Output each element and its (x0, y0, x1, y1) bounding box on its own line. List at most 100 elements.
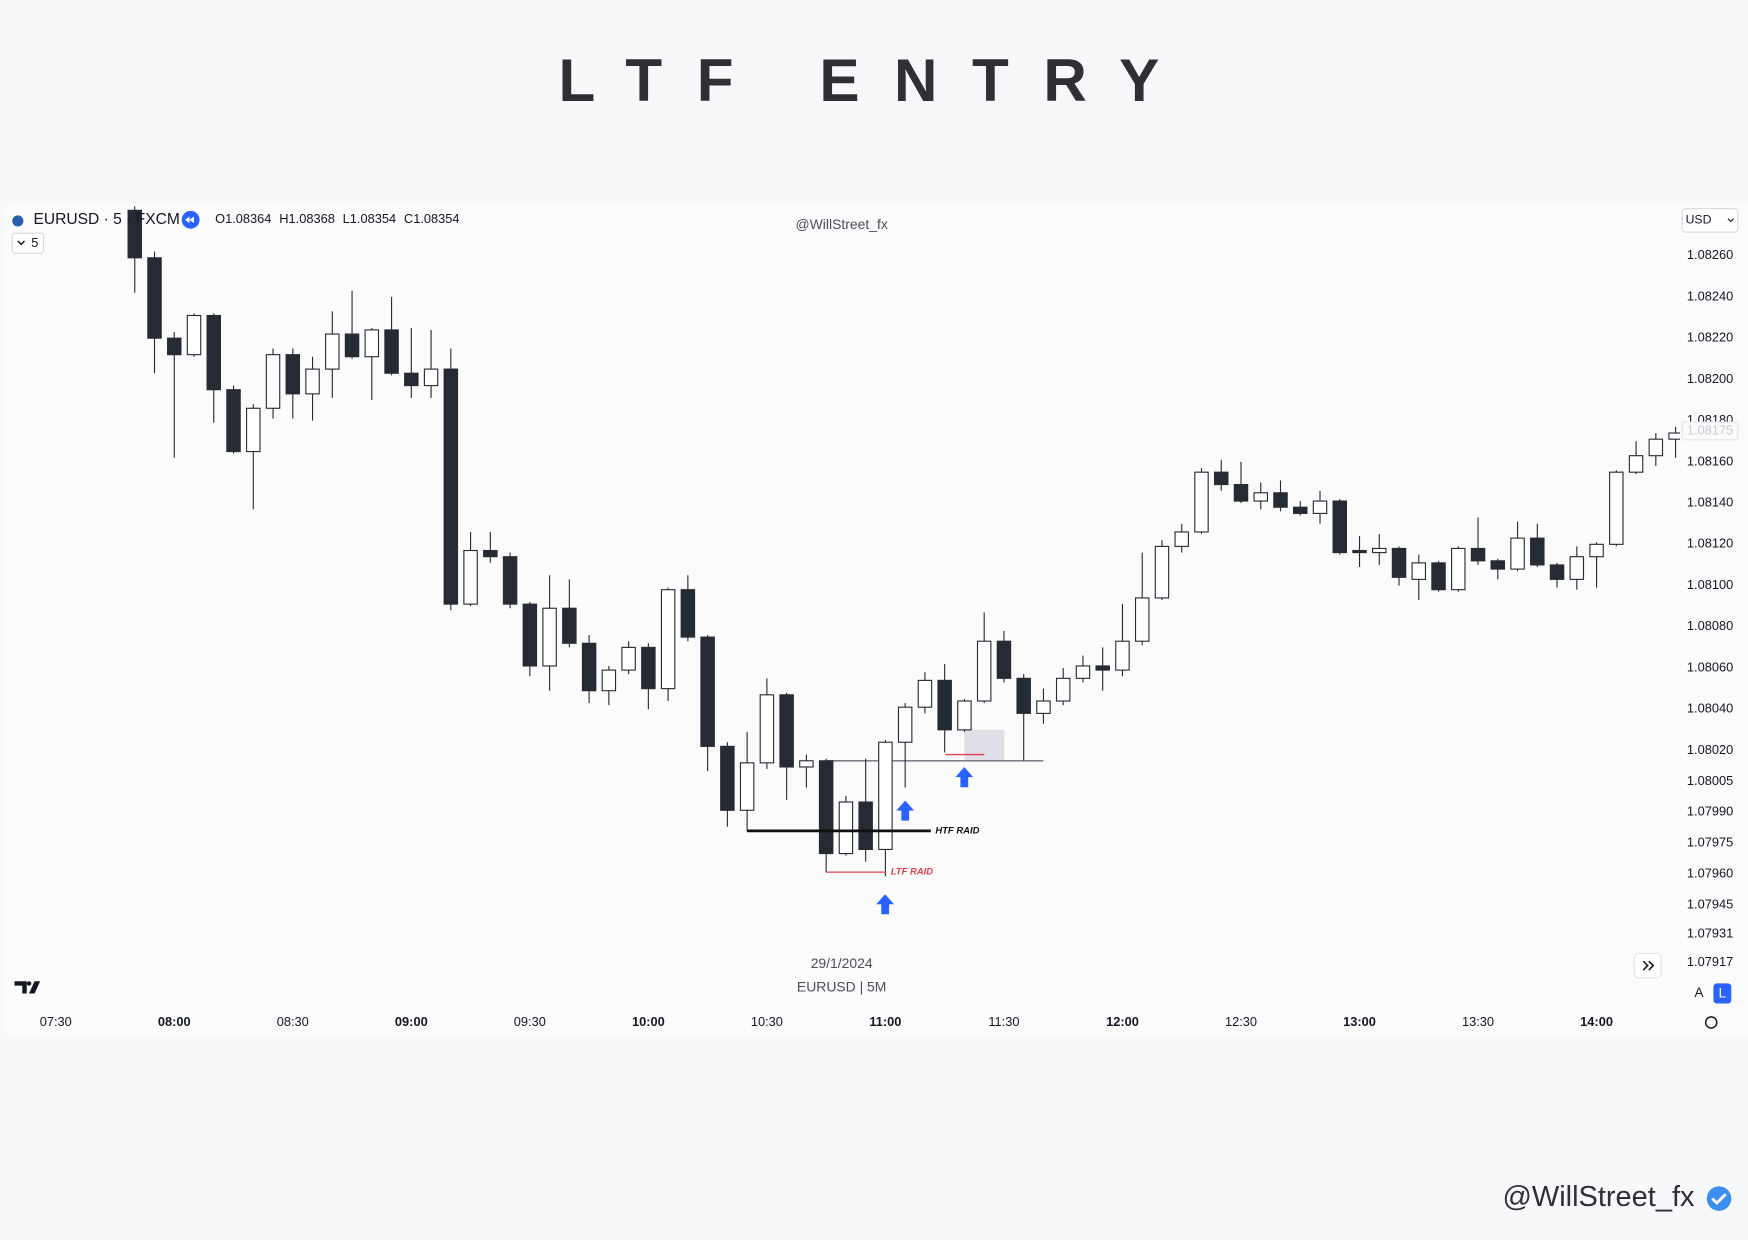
zone (964, 729, 1005, 761)
entry-arrow (876, 894, 895, 915)
candle-body (680, 589, 696, 638)
pair-label: EURUSD | 5M (797, 979, 886, 995)
date-label: 29/1/2024 (811, 955, 873, 971)
y-tick-label: 1.08160 (1687, 453, 1733, 468)
candle-body (1233, 483, 1249, 502)
candle-body (305, 368, 320, 395)
x-tick-label: 12:30 (1225, 1014, 1257, 1029)
candle-body (147, 257, 162, 339)
tradingview-logo (14, 981, 41, 994)
candle-body (1055, 677, 1071, 702)
ohlc-value: 1.08354 (350, 211, 396, 226)
candle-body (463, 549, 478, 605)
x-tick-label: 13:00 (1343, 1014, 1376, 1029)
candle-body (562, 607, 577, 644)
candle-body (779, 694, 794, 768)
candle-body (1668, 432, 1680, 440)
entry-arrow (955, 767, 974, 788)
candle-body (759, 694, 775, 764)
raid-label: LTF RAID (891, 867, 934, 878)
candle-body (1530, 537, 1545, 566)
candle-body (1549, 564, 1565, 580)
candle-body (937, 679, 952, 731)
scale-button[interactable]: A (1694, 985, 1703, 1000)
y-tick-label: 1.08100 (1687, 577, 1733, 592)
raid-label: HTF RAID (935, 825, 979, 836)
candle-body (384, 329, 399, 374)
candle-body (1095, 665, 1110, 671)
ohlc-key: O (215, 211, 225, 226)
chart-panel (5, 204, 1748, 1035)
candle-body (818, 760, 834, 855)
price-label-box (1681, 421, 1739, 441)
candle-body (206, 314, 222, 391)
candle-body (285, 354, 301, 395)
candle-body (1174, 531, 1189, 547)
candle-body (1273, 492, 1288, 508)
currency-button[interactable] (1681, 208, 1739, 233)
ohlc-value: 1.08354 (413, 211, 459, 226)
x-tick-label: 09:30 (514, 1014, 546, 1029)
candle-body (1391, 547, 1407, 578)
interval-button[interactable] (11, 232, 45, 254)
y-tick-label: 1.08020 (1687, 742, 1733, 757)
candle-body (364, 329, 380, 358)
x-tick-label: 13:30 (1462, 1014, 1494, 1029)
candle-body (1451, 547, 1466, 591)
chevron (1727, 218, 1734, 223)
y-tick-label: 1.08140 (1687, 494, 1733, 509)
candle-body (917, 679, 933, 708)
candle-body (404, 372, 419, 387)
candle-body (522, 603, 538, 667)
scroll-glyph (1642, 960, 1655, 971)
candle-body (1352, 549, 1367, 554)
y-tick-label: 1.07990 (1687, 804, 1733, 819)
symbol-icon (12, 215, 24, 227)
candle-body (1411, 562, 1427, 580)
candle-body (838, 801, 854, 855)
y-tick-label: 1.08040 (1687, 701, 1733, 716)
y-tick-label: 1.08200 (1687, 371, 1733, 386)
candle-body (897, 706, 913, 743)
candle-body (246, 407, 261, 453)
y-tick-label: 1.07931 (1687, 925, 1733, 940)
candle-body (1431, 562, 1446, 591)
candle-body (1213, 471, 1229, 486)
scale-button[interactable]: L (1719, 986, 1726, 1001)
candle-body (996, 640, 1012, 679)
y-tick-label: 1.08240 (1687, 288, 1733, 303)
x-tick-label: 10:30 (751, 1014, 783, 1029)
candle-body (1016, 677, 1031, 714)
candle-body (660, 589, 676, 690)
x-tick-label: 07:30 (40, 1014, 72, 1029)
scale-button-bg[interactable] (1713, 983, 1732, 1004)
verified-check (1711, 1193, 1727, 1206)
candle-body (1154, 545, 1170, 599)
y-tick-label: 1.08080 (1687, 618, 1733, 633)
candle-body (443, 368, 459, 605)
settings-icon[interactable] (1704, 1016, 1718, 1029)
candle-body (1312, 500, 1328, 514)
symbol-label: EURUSD · 5 · FXCM (33, 211, 179, 228)
candle-body (621, 646, 636, 671)
chevron (17, 240, 26, 246)
ohlc-key: L (343, 211, 350, 226)
y-tick-label: 1.08120 (1687, 536, 1733, 551)
x-tick-label: 08:30 (277, 1014, 309, 1029)
candle-body (1075, 665, 1091, 679)
currency-label: USD (1686, 213, 1712, 227)
x-tick-label: 12:00 (1106, 1014, 1139, 1029)
candle-body (1194, 471, 1209, 533)
entry-arrow (896, 800, 915, 821)
verified-badge (1706, 1186, 1732, 1211)
candle-body (1134, 597, 1150, 642)
candle-body (265, 354, 281, 409)
x-tick-label: 10:00 (632, 1014, 665, 1029)
candle-body (1470, 547, 1486, 562)
candle-body (1589, 543, 1604, 558)
candle-body (483, 549, 498, 558)
candle-body (720, 745, 735, 811)
y-tick-label: 1.08220 (1687, 330, 1733, 345)
